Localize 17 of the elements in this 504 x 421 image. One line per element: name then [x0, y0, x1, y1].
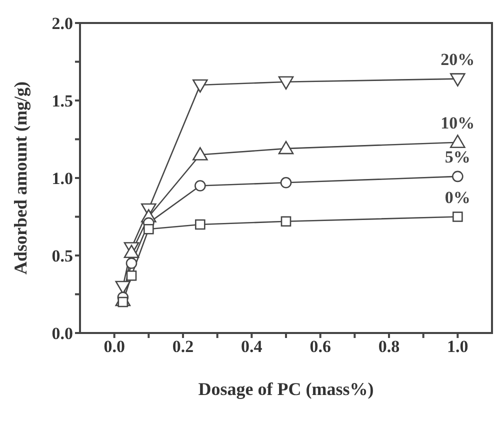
x-tick-label: 0.2: [172, 337, 194, 356]
series-label: 0%: [444, 188, 470, 207]
x-axis-title: Dosage of PC (mass%): [198, 379, 374, 399]
y-tick-label: 0.0: [52, 324, 73, 344]
series-label: 20%: [440, 50, 475, 69]
x-tick-label: 0.8: [378, 337, 400, 356]
y-tick-label: 0.5: [52, 246, 73, 266]
y-axis-title: Adsorbed amount (mg/g): [10, 81, 30, 275]
series-label: 5%: [444, 147, 470, 166]
x-tick-label: 0.6: [310, 337, 331, 356]
y-tick-label: 1.0: [52, 169, 73, 188]
y-tick-label: 2.0: [52, 14, 73, 34]
x-tick-label: 1.0: [447, 337, 468, 356]
x-tick-label: 0.0: [104, 337, 125, 356]
series-label: 10%: [440, 113, 475, 132]
x-tick-label: 0.4: [241, 337, 263, 356]
y-tick-label: 1.5: [52, 92, 73, 111]
